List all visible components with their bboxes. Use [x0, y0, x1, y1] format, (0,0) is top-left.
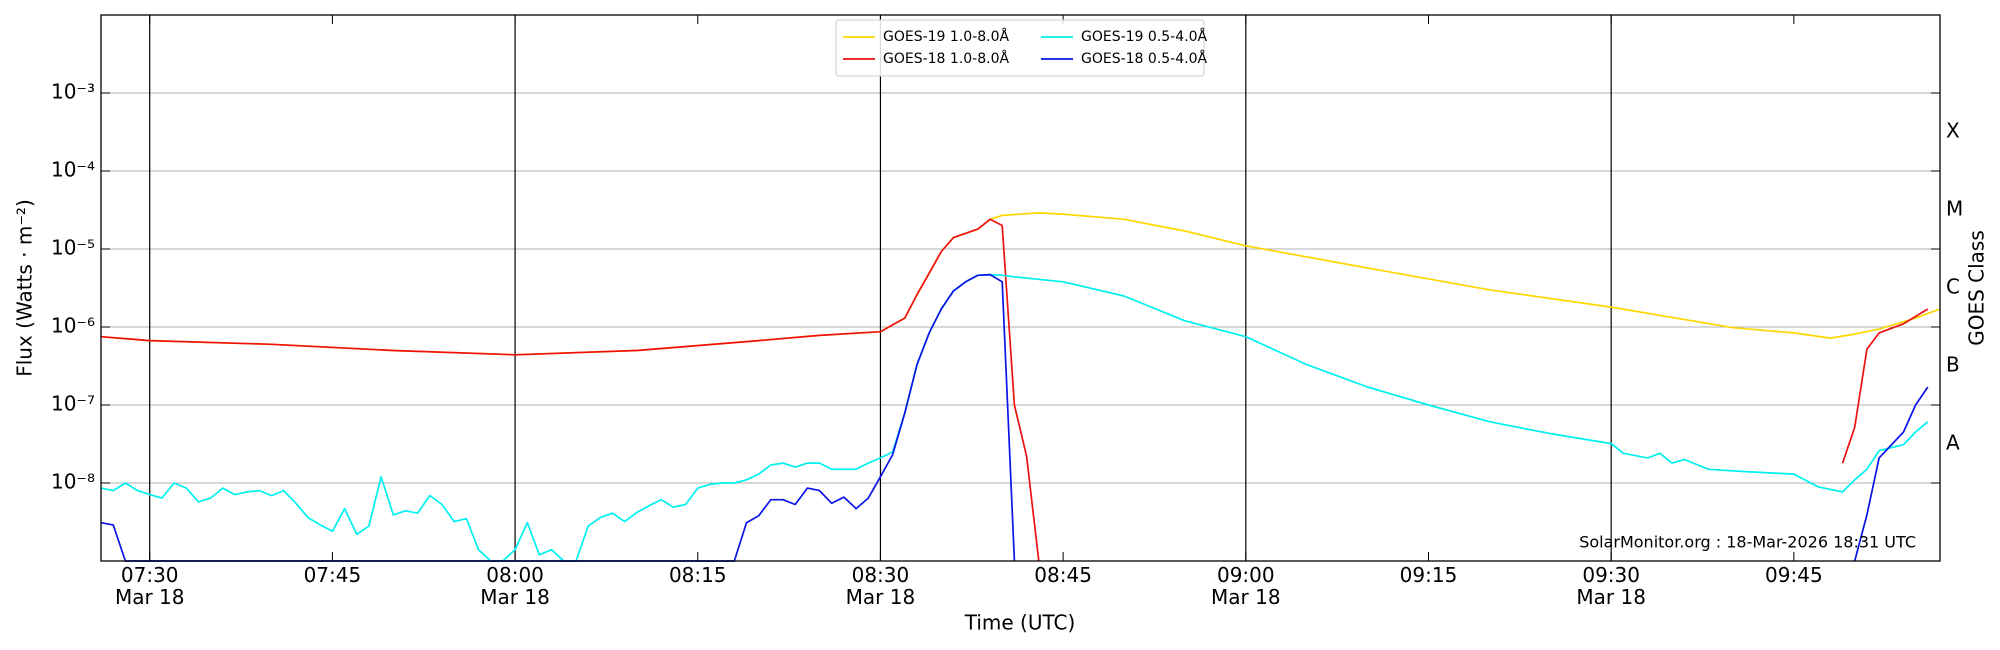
x-axis-label: Time (UTC) — [964, 611, 1076, 635]
y2-tick-label: A — [1946, 431, 1960, 455]
x-tick-label: 09:15 — [1400, 563, 1458, 587]
legend-label: GOES-19 0.5-4.0Å — [1081, 28, 1207, 45]
y2-tick-label: M — [1946, 197, 1963, 221]
y-axis-label: Flux (Watts · m⁻²) — [13, 199, 37, 377]
x-tick-label: 08:30 Mar 18 — [846, 563, 916, 609]
x-tick-label: 09:45 — [1765, 563, 1823, 587]
x-tick-label-line: 07:30 — [121, 563, 179, 587]
x-tick-label-line: Mar 18 — [1576, 585, 1646, 609]
legend-box — [835, 19, 1205, 77]
y-tick-label: 10⁻³ — [51, 80, 95, 104]
plot-frame — [100, 14, 1941, 562]
x-tick-label: 08:00 Mar 18 — [480, 563, 550, 609]
y-tick-label: 10⁻⁶ — [51, 314, 95, 338]
x-tick-label-line: 07:45 — [304, 563, 362, 587]
annotation: SolarMonitor.org : 18-Mar-2026 18:31 UTC — [1579, 533, 1916, 552]
y-tick-label: 10⁻⁸ — [51, 470, 95, 494]
y2-tick-label: C — [1946, 275, 1960, 299]
x-tick-label-line: 09:00 — [1217, 563, 1275, 587]
x-tick-label-line: 09:45 — [1765, 563, 1823, 587]
x-tick-label-line: 09:15 — [1400, 563, 1458, 587]
x-tick-label: 09:00 Mar 18 — [1211, 563, 1281, 609]
x-tick-label-line: 08:45 — [1034, 563, 1092, 587]
y2-tick-label: X — [1946, 119, 1960, 143]
y-tick-label: 10⁻⁷ — [51, 392, 95, 416]
x-tick-label: 07:30 Mar 18 — [115, 563, 185, 609]
y-tick-label: 10⁻⁵ — [51, 236, 95, 260]
x-tick-label-line: Mar 18 — [846, 585, 916, 609]
x-tick-label-line: 09:30 — [1582, 563, 1640, 587]
x-tick-label: 07:45 — [304, 563, 362, 587]
x-tick-label-line: Mar 18 — [115, 585, 185, 609]
x-tick-label-line: 08:00 — [486, 563, 544, 587]
x-tick-label: 08:15 — [669, 563, 727, 587]
x-tick-label-line: Mar 18 — [1211, 585, 1281, 609]
legend-label: GOES-18 0.5-4.0Å — [1081, 50, 1207, 67]
x-tick-label: 09:30 Mar 18 — [1576, 563, 1646, 609]
series-line — [100, 273, 1929, 562]
x-tick-label: 08:45 — [1034, 563, 1092, 587]
x-tick-label-line: 08:15 — [669, 563, 727, 587]
y2-tick-label: B — [1946, 353, 1960, 377]
legend-label: GOES-18 1.0-8.0Å — [883, 50, 1009, 67]
series-line — [100, 218, 1929, 562]
series-line — [100, 212, 1941, 356]
x-tick-label-line: 08:30 — [852, 563, 910, 587]
x-tick-label-line: Mar 18 — [480, 585, 550, 609]
series-line — [100, 273, 1929, 562]
y2-axis-label: GOES Class — [1965, 230, 1989, 346]
y-tick-label: 10⁻⁴ — [51, 158, 95, 182]
legend-label: GOES-19 1.0-8.0Å — [883, 28, 1009, 45]
